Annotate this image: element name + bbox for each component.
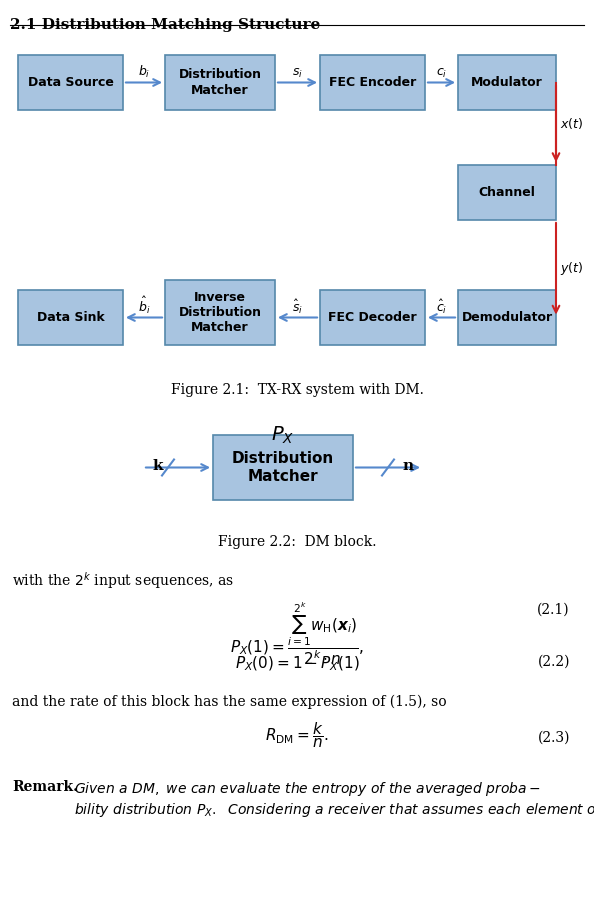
Text: $c_i$: $c_i$ (436, 67, 447, 81)
FancyBboxPatch shape (458, 165, 556, 220)
Text: Distribution
Matcher: Distribution Matcher (232, 452, 334, 483)
FancyBboxPatch shape (320, 55, 425, 110)
Text: with the $2^k$ input sequences, as: with the $2^k$ input sequences, as (12, 570, 234, 590)
FancyBboxPatch shape (18, 55, 123, 110)
FancyBboxPatch shape (458, 55, 556, 110)
Text: and the rate of this block has the same expression of (1.5), so: and the rate of this block has the same … (12, 695, 447, 709)
FancyBboxPatch shape (165, 280, 275, 345)
Text: Data Sink: Data Sink (37, 311, 105, 324)
Text: FEC Decoder: FEC Decoder (328, 311, 417, 324)
Text: $P_X(1) = \dfrac{\sum_{i=1}^{2^k} w_{\mathrm{H}}(\boldsymbol{x}_i)}{2^k \cdot n}: $P_X(1) = \dfrac{\sum_{i=1}^{2^k} w_{\ma… (230, 600, 364, 667)
Text: Demodulator: Demodulator (462, 311, 552, 324)
Text: $s_i$: $s_i$ (292, 67, 303, 81)
FancyBboxPatch shape (18, 290, 123, 345)
Text: Channel: Channel (479, 186, 535, 199)
FancyBboxPatch shape (320, 290, 425, 345)
Text: FEC Encoder: FEC Encoder (329, 76, 416, 89)
Text: Data Source: Data Source (27, 76, 113, 89)
Text: $\hat{s}_i$: $\hat{s}_i$ (292, 297, 303, 316)
Text: $x(t)$: $x(t)$ (560, 116, 583, 132)
FancyBboxPatch shape (213, 435, 353, 500)
Text: $R_{\mathrm{DM}} = \dfrac{k}{n}.$: $R_{\mathrm{DM}} = \dfrac{k}{n}.$ (265, 720, 329, 750)
Text: Inverse
Distribution
Matcher: Inverse Distribution Matcher (179, 291, 261, 334)
Text: Remark.: Remark. (12, 780, 78, 794)
Text: $\mathit{Given\ a\ DM,\ we\ can\ evaluate\ the\ entropy\ of\ the\ averaged\ prob: $\mathit{Given\ a\ DM,\ we\ can\ evaluat… (74, 780, 594, 819)
Text: Modulator: Modulator (471, 76, 543, 89)
Text: (2.2): (2.2) (538, 655, 570, 669)
Text: $b_i$: $b_i$ (138, 64, 150, 81)
Text: $P_X$: $P_X$ (271, 425, 295, 446)
Text: Figure 2.1:  TX-RX system with DM.: Figure 2.1: TX-RX system with DM. (170, 383, 424, 397)
Text: n: n (403, 460, 413, 473)
Text: $P_X(0) = 1 - P_X(1)$: $P_X(0) = 1 - P_X(1)$ (235, 655, 359, 673)
Text: Figure 2.2:  DM block.: Figure 2.2: DM block. (218, 535, 376, 549)
FancyBboxPatch shape (458, 290, 556, 345)
Text: Distribution
Matcher: Distribution Matcher (179, 69, 261, 96)
FancyBboxPatch shape (165, 55, 275, 110)
Text: (2.1): (2.1) (538, 603, 570, 617)
Text: $\hat{b}_i$: $\hat{b}_i$ (138, 295, 150, 316)
Text: (2.3): (2.3) (538, 731, 570, 745)
Text: $\hat{c}_i$: $\hat{c}_i$ (436, 297, 447, 316)
Text: k: k (153, 460, 163, 473)
Text: $y(t)$: $y(t)$ (560, 260, 583, 278)
Text: 2.1 Distribution Matching Structure: 2.1 Distribution Matching Structure (10, 18, 320, 32)
